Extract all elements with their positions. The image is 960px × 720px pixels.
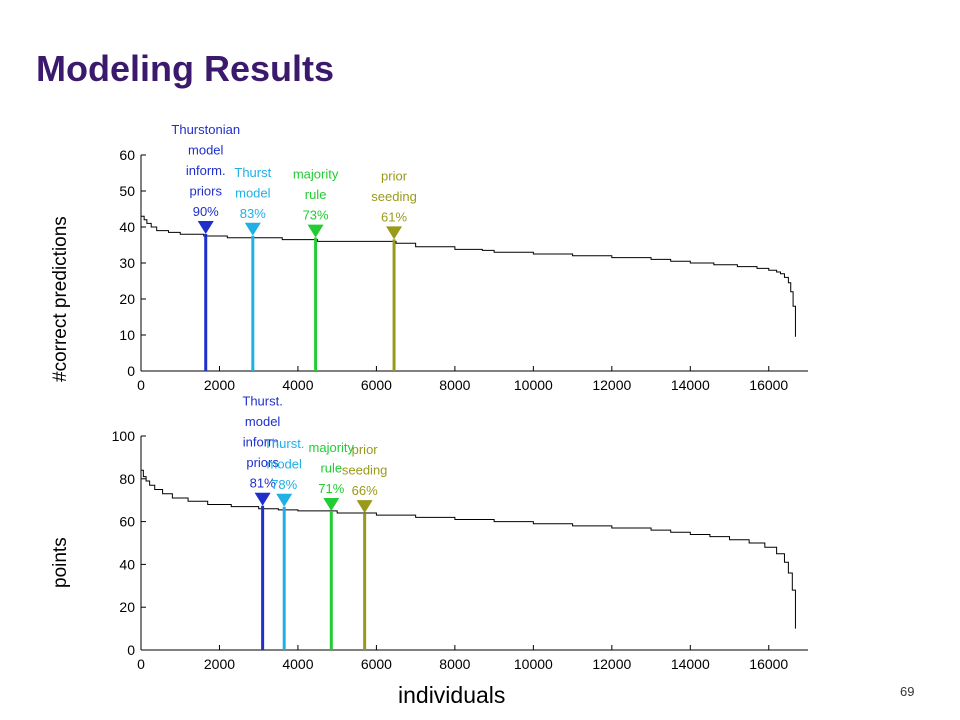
slide-number: 69 (900, 684, 915, 699)
marker-3: majority rule 71% (309, 440, 355, 650)
marker-label-line: rule (305, 187, 327, 202)
marker-4: prior seeding 61% (371, 168, 417, 371)
chart-2: 0 20 40 60 80 100 0 2000 4000 6000 8000 10000 12000 1… (112, 394, 808, 672)
marker-label-line: majority (293, 167, 339, 182)
marker-label-line: seeding (342, 463, 388, 478)
marker-label-line: model (188, 143, 224, 158)
x-tick-label: 6000 (361, 656, 392, 672)
marker-label-line: majority (309, 440, 355, 455)
marker-label-line: Thurst (234, 165, 271, 180)
marker-label-line: prior (381, 168, 408, 183)
y-tick-label: 10 (119, 327, 135, 343)
marker-triangle (276, 493, 293, 507)
marker-4: prior seeding 66% (342, 442, 388, 650)
x-tick-label: 10000 (514, 656, 553, 672)
marker-label-line: 78% (271, 477, 297, 492)
marker-triangle (197, 221, 214, 234)
marker-label-line: 83% (240, 206, 266, 221)
chart-1: 0 10 20 30 40 50 60 0 2000 4000 6000 8000 10000 12000… (119, 122, 808, 393)
marker-label-line: 73% (303, 208, 329, 223)
y-tick-label: 0 (127, 363, 135, 379)
y-tick-label: 80 (119, 471, 135, 487)
y-tick-label: 20 (119, 291, 135, 307)
marker-label-line: 61% (381, 209, 407, 224)
data-curve (141, 469, 796, 629)
x-axis-label: individuals (398, 682, 506, 708)
marker-1: Thurst. model inform. priors 81% (242, 394, 283, 650)
y-tick-label: 100 (112, 428, 136, 444)
x-tick-label: 4000 (282, 656, 313, 672)
marker-label-line: 81% (250, 476, 276, 491)
marker-2: Thurst model 83% (234, 165, 272, 371)
marker-triangle (386, 226, 403, 240)
x-tick-label: 6000 (361, 377, 392, 393)
x-tick-label: 12000 (592, 656, 631, 672)
marker-label-line: Thurst. (264, 436, 304, 451)
y-tick-label: 0 (127, 642, 135, 658)
y-tick-label: 60 (119, 514, 135, 530)
marker-label-line: model (235, 185, 271, 200)
marker-label-line: rule (320, 461, 342, 476)
y-tick-label: 30 (119, 255, 135, 271)
x-tick-label: 0 (137, 656, 145, 672)
slide-title: Modeling Results (36, 48, 335, 89)
marker-label-line: inform. (243, 435, 283, 450)
marker-triangle (323, 498, 340, 512)
marker-label-line: 66% (352, 483, 378, 498)
marker-2: Thurst. model 78% (264, 436, 304, 650)
y-tick-label: 20 (119, 599, 135, 615)
x-tick-label: 16000 (749, 377, 788, 393)
x-tick-label: 4000 (282, 377, 313, 393)
marker-triangle (244, 222, 261, 236)
marker-label-line: Thurstonian (171, 122, 240, 137)
marker-label-line: 90% (193, 204, 219, 219)
marker-label-line: inform. (186, 163, 226, 178)
x-tick-label: 16000 (749, 656, 788, 672)
marker-label-line: priors (246, 455, 279, 470)
marker-1: Thurstonian model inform. priors 90% (171, 122, 240, 371)
marker-triangle (254, 492, 271, 506)
x-tick-label: 14000 (671, 656, 710, 672)
y-tick-label: 40 (119, 556, 135, 572)
marker-3: majority rule 73% (293, 167, 339, 371)
y-tick-label: 60 (119, 147, 135, 163)
x-tick-label: 0 (137, 377, 145, 393)
x-tick-label: 8000 (439, 377, 470, 393)
marker-label-line: 71% (318, 481, 344, 496)
data-curve (141, 215, 796, 337)
x-tick-label: 14000 (671, 377, 710, 393)
marker-label-line: prior (352, 442, 379, 457)
x-tick-label: 2000 (204, 377, 235, 393)
y-tick-label: 50 (119, 183, 135, 199)
x-tick-label: 2000 (204, 656, 235, 672)
marker-triangle (307, 224, 324, 238)
marker-label-line: seeding (371, 189, 417, 204)
marker-label-line: Thurst. (242, 394, 282, 409)
x-tick-label: 10000 (514, 377, 553, 393)
x-tick-label: 8000 (439, 656, 470, 672)
marker-label-line: model (266, 456, 302, 471)
marker-triangle (356, 500, 373, 514)
marker-label-line: model (245, 414, 281, 429)
y-tick-label: 40 (119, 219, 135, 235)
x-tick-label: 12000 (592, 377, 631, 393)
marker-label-line: priors (189, 184, 222, 199)
